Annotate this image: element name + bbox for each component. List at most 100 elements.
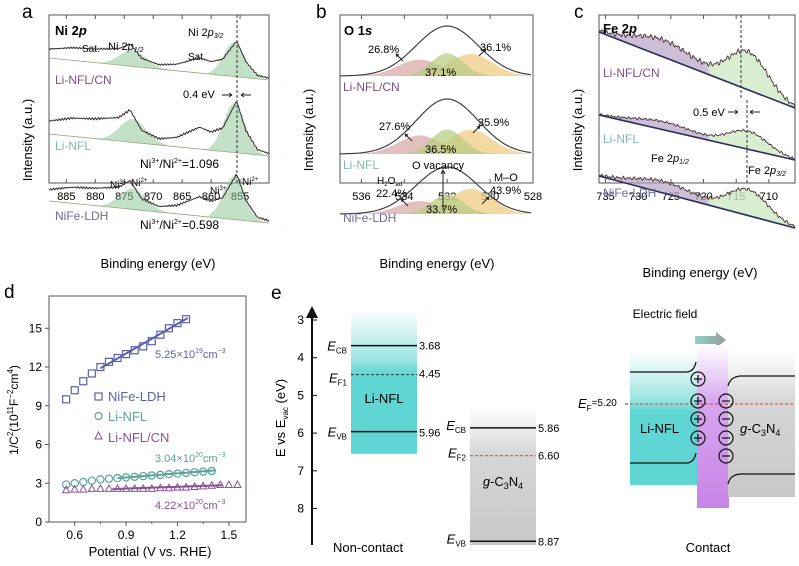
li-nfl-band-block: ECB EF1 EVB 3.68 4.45 5.96 Li-NFL bbox=[327, 308, 440, 454]
x-tick-label: 730 bbox=[629, 191, 647, 203]
carrier-conc-nfl: 3.04×1020cm−3 bbox=[155, 452, 226, 465]
fe2p32-label: Fe 2p3/2 bbox=[748, 165, 786, 178]
fit-line-li-nfl-cn bbox=[112, 484, 223, 491]
electric-field-label: Electric field bbox=[633, 307, 698, 321]
fe-peak-fill bbox=[707, 49, 795, 108]
fit-line-nife-ldh bbox=[99, 317, 189, 370]
panel-a-label: a bbox=[22, 2, 33, 23]
contact-diagram: Electric field EF=5.20 Li-NFL g-C3N4 Con… bbox=[578, 307, 795, 555]
fe-peak-fill bbox=[707, 129, 795, 160]
panel-c-xlabel: Binding energy (eV) bbox=[643, 265, 758, 280]
electric-field-arrow-icon bbox=[695, 332, 726, 348]
component-m-o bbox=[340, 53, 533, 76]
gc3n4-evb-label: EVB bbox=[447, 531, 466, 548]
x-tick-label: 0.9 bbox=[118, 528, 135, 542]
shift-label-c: 0.5 eV bbox=[693, 107, 725, 119]
legend-marker-square bbox=[94, 392, 103, 401]
contact-label: Contact bbox=[686, 540, 731, 555]
envelope-li-nfl bbox=[339, 98, 531, 155]
sat-label-2: Sat. bbox=[188, 52, 206, 63]
data-point-square bbox=[79, 377, 88, 386]
plus-sign bbox=[694, 415, 702, 423]
data-point-triangle bbox=[96, 483, 105, 492]
x-tick-label: 0.6 bbox=[66, 528, 83, 542]
fe-spectrum bbox=[598, 112, 796, 160]
x-tick-label: 528 bbox=[524, 191, 542, 203]
axis-arrow-icon bbox=[306, 306, 318, 318]
x-tick-label: 885 bbox=[57, 191, 75, 203]
ni2-label-2: Ni2+ bbox=[242, 177, 259, 188]
panel-d-legend: NiFe-LDH Li-NFL Li-NFL/CN bbox=[94, 389, 169, 445]
fe-background-line bbox=[598, 114, 796, 161]
x-tick-label: 865 bbox=[173, 191, 191, 203]
fe-background-line bbox=[598, 31, 796, 109]
data-point-square bbox=[87, 369, 96, 378]
gc3n4-ecb-value: 5.86 bbox=[538, 423, 559, 435]
gc3n4-ecb-label: ECB bbox=[446, 418, 466, 435]
data-point-circle bbox=[61, 480, 71, 489]
ratio-ldh-label: Ni3+/Ni2+=0.598 bbox=[140, 218, 219, 232]
y-tick-label: 6 bbox=[297, 426, 304, 440]
fe-background-line bbox=[598, 175, 796, 229]
sample-label-ldh-a: NiFe-LDH bbox=[55, 209, 108, 223]
pct-ldh-mo: 43.9% bbox=[490, 185, 521, 197]
legend-label-nfl: Li-NFL bbox=[108, 409, 147, 424]
gc3n4-ef2-label: EF2 bbox=[448, 446, 467, 463]
y-tick-label: 0 bbox=[35, 515, 42, 529]
li-nfl-ecb-label: ECB bbox=[327, 339, 347, 356]
data-point-square bbox=[164, 324, 174, 333]
y-tick-label: 9 bbox=[35, 399, 42, 413]
panel-a-frame bbox=[48, 14, 270, 184]
gc3n4-band-block: ECB EF2 EVB 5.86 6.60 8.87 g-C3N4 bbox=[446, 406, 559, 548]
data-point-square bbox=[121, 350, 131, 359]
panel-d-axes: 0.6 0.9 1.2 1.5 0 3 6 9 12 15 bbox=[29, 321, 238, 542]
h2o-label: H2Oad bbox=[377, 176, 402, 188]
plus-sign bbox=[694, 375, 702, 383]
panel-e: e 3 4 5 6 7 8 E vs Evac (eV) ECB EF1 EVB 3.68 4.4… bbox=[271, 283, 795, 555]
panel-a-xlabel: Binding energy (eV) bbox=[101, 256, 216, 271]
legend-label-cn: Li-NFL/CN bbox=[108, 430, 169, 445]
panel-e-ylabel: E vs Evac (eV) bbox=[273, 379, 290, 457]
pct-cn-ovac: 37.1% bbox=[425, 67, 456, 79]
fit-peak bbox=[176, 103, 293, 159]
spectrum-nife-ldh bbox=[48, 173, 270, 222]
envelope-li-nfl-cn bbox=[339, 25, 531, 77]
fit-peak bbox=[176, 175, 293, 226]
shift-arrows-c bbox=[728, 109, 760, 115]
component-o-vacancy bbox=[340, 129, 533, 154]
data-point-circle bbox=[96, 475, 105, 484]
sample-label-cn-a: Li-NFL/CN bbox=[55, 73, 112, 87]
data-point-square bbox=[173, 319, 182, 328]
data-point-circle bbox=[104, 474, 114, 483]
fe-spectrum bbox=[598, 29, 796, 109]
fe-peak-fill bbox=[707, 187, 795, 229]
ni2p32-label: Ni 2p3/2 bbox=[188, 27, 224, 40]
li-nfl-ecb-value: 3.68 bbox=[419, 341, 440, 353]
data-point-square bbox=[113, 353, 122, 363]
negative-charge-icon bbox=[718, 448, 734, 464]
carrier-conc-ldh: 5.25×1019cm−3 bbox=[155, 348, 226, 361]
ni3-label-1: Ni3+ bbox=[110, 180, 127, 191]
y-tick-label: 6 bbox=[35, 438, 42, 452]
gc3n4-block bbox=[470, 406, 536, 545]
pct-cn-mo: 36.1% bbox=[480, 42, 511, 54]
contact-cn-vb bbox=[727, 473, 795, 485]
negative-charge-icon bbox=[718, 430, 734, 446]
panel-d-ylabel: 1/C2(1011F−2cm4) bbox=[6, 365, 21, 455]
contact-gc3n4-region bbox=[728, 352, 795, 497]
sample-label-ldh-b: NiFe-LDH bbox=[343, 211, 396, 225]
panel-c-ylabel: Intensity (a.u.) bbox=[570, 89, 585, 171]
panel-e-axis: 3 4 5 6 7 8 bbox=[297, 306, 318, 545]
y-tick-label: 7 bbox=[297, 464, 304, 478]
panel-a-title: Ni 2p bbox=[55, 23, 87, 38]
component-o-vacancy bbox=[340, 53, 533, 76]
negative-charge-icon bbox=[718, 411, 734, 427]
panel-c-title: Fe 2p bbox=[603, 21, 637, 36]
x-tick-label: 870 bbox=[144, 191, 162, 203]
envelope-nife-ldh bbox=[339, 166, 531, 215]
pct-nfl-h2o: 27.6% bbox=[379, 121, 410, 133]
fit-peak bbox=[60, 188, 206, 217]
positive-charge-icon bbox=[690, 411, 706, 427]
panel-a-ylabel: Intensity (a.u.) bbox=[20, 99, 35, 181]
